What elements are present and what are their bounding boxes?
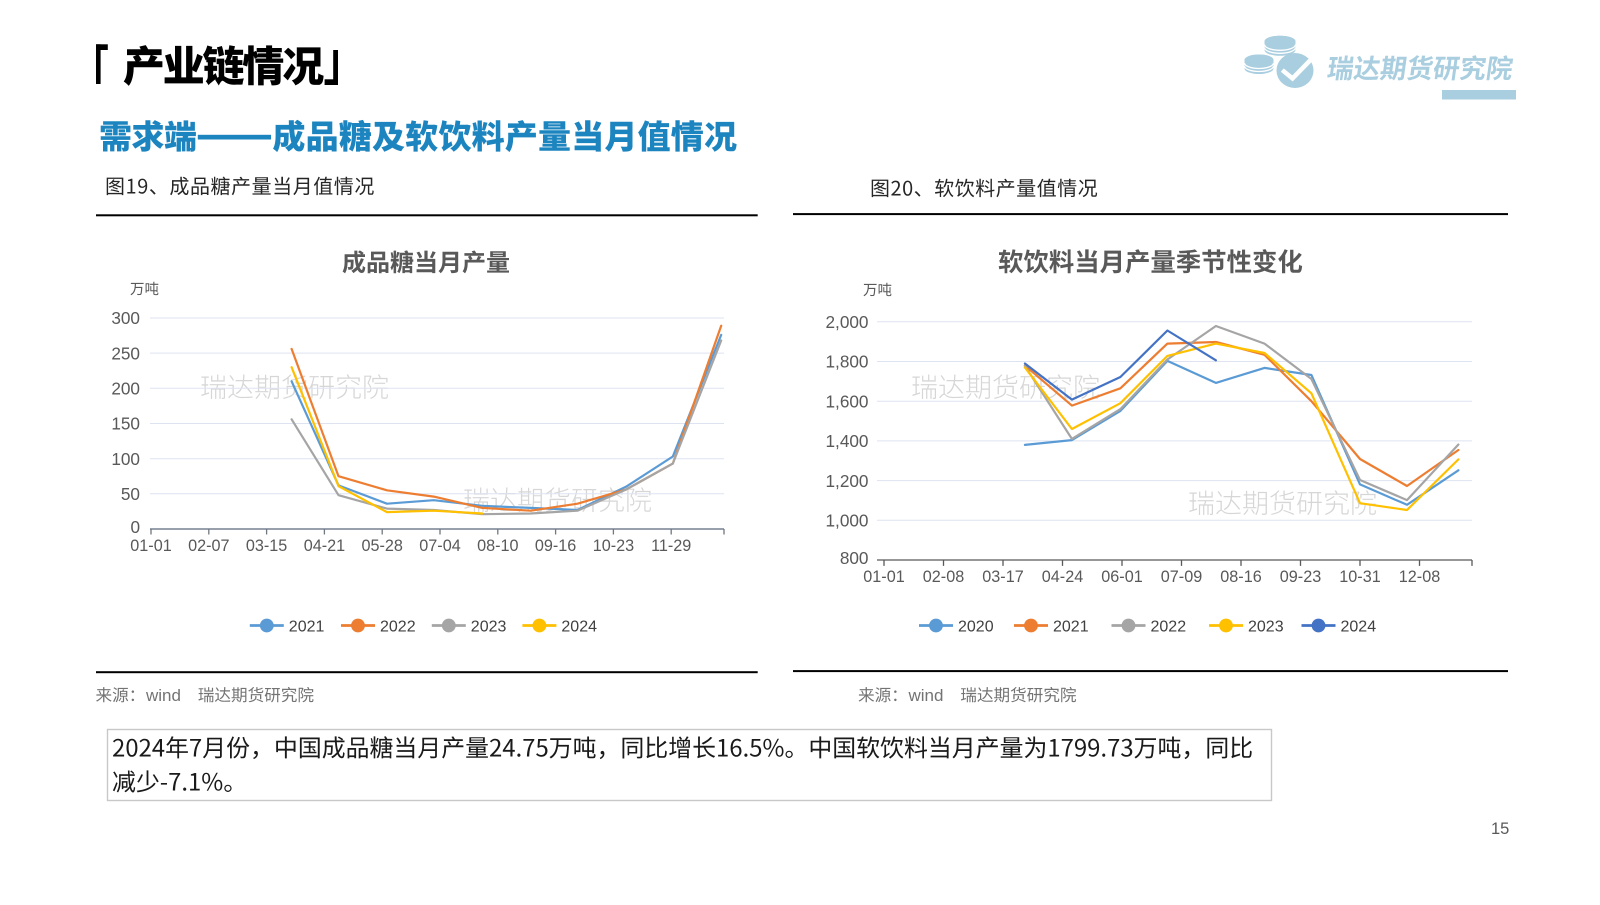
svg-text:07-09: 07-09 bbox=[1161, 568, 1202, 586]
svg-text:04-24: 04-24 bbox=[1042, 568, 1083, 586]
svg-text:09-16: 09-16 bbox=[535, 537, 576, 555]
svg-text:200: 200 bbox=[111, 379, 140, 399]
svg-text:01-01: 01-01 bbox=[130, 537, 171, 555]
svg-text:300: 300 bbox=[111, 308, 140, 328]
svg-text:11-29: 11-29 bbox=[651, 537, 691, 555]
svg-text:10-23: 10-23 bbox=[593, 537, 634, 555]
svg-text:2024: 2024 bbox=[1341, 618, 1377, 635]
svg-text:08-16: 08-16 bbox=[1220, 568, 1261, 586]
svg-text:04-21: 04-21 bbox=[304, 537, 345, 555]
svg-text:10-31: 10-31 bbox=[1339, 568, 1380, 586]
svg-text:1,400: 1,400 bbox=[825, 431, 868, 451]
svg-text:09-23: 09-23 bbox=[1280, 568, 1321, 586]
svg-text:2021: 2021 bbox=[1053, 618, 1089, 635]
svg-text:2022: 2022 bbox=[380, 618, 416, 635]
svg-text:0: 0 bbox=[130, 517, 140, 537]
svg-text:05-28: 05-28 bbox=[361, 537, 402, 555]
svg-text:2,000: 2,000 bbox=[825, 312, 868, 332]
svg-text:2021: 2021 bbox=[289, 618, 325, 635]
svg-text:50: 50 bbox=[121, 484, 140, 504]
svg-text:1,200: 1,200 bbox=[825, 471, 868, 491]
svg-text:250: 250 bbox=[111, 343, 140, 363]
svg-text:150: 150 bbox=[111, 414, 140, 434]
svg-text:2020: 2020 bbox=[958, 618, 994, 635]
svg-text:2023: 2023 bbox=[1248, 618, 1284, 635]
svg-text:2022: 2022 bbox=[1151, 618, 1187, 635]
svg-text:02-08: 02-08 bbox=[923, 568, 964, 586]
svg-text:wind: wind bbox=[145, 686, 181, 705]
svg-text:01-01: 01-01 bbox=[863, 568, 904, 586]
svg-text:12-08: 12-08 bbox=[1399, 568, 1440, 586]
svg-text:800: 800 bbox=[840, 548, 869, 568]
svg-text:08-10: 08-10 bbox=[477, 537, 518, 555]
svg-text:1,000: 1,000 bbox=[825, 511, 868, 531]
svg-text:1,800: 1,800 bbox=[825, 352, 868, 372]
svg-text:100: 100 bbox=[111, 449, 140, 469]
svg-text:2024: 2024 bbox=[561, 618, 597, 635]
svg-text:2023: 2023 bbox=[471, 618, 507, 635]
svg-text:07-04: 07-04 bbox=[419, 537, 460, 555]
svg-text:1,600: 1,600 bbox=[825, 391, 868, 411]
svg-text:02-07: 02-07 bbox=[188, 537, 229, 555]
svg-text:03-15: 03-15 bbox=[246, 537, 287, 555]
svg-text:wind: wind bbox=[908, 686, 944, 705]
svg-text:03-17: 03-17 bbox=[982, 568, 1023, 586]
svg-text:06-01: 06-01 bbox=[1101, 568, 1142, 586]
svg-text:15: 15 bbox=[1491, 820, 1509, 838]
